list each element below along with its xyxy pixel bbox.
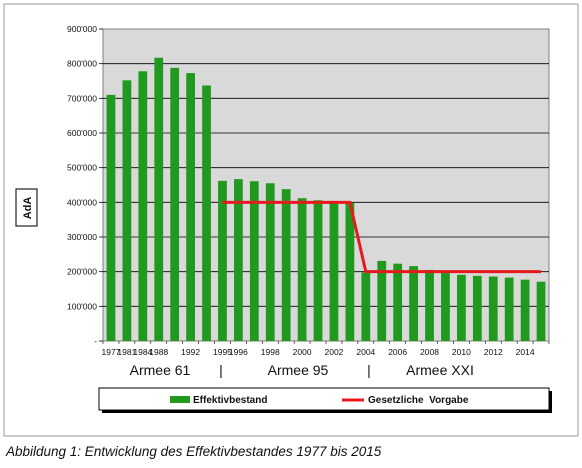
bar xyxy=(265,183,275,341)
x-tick-label: 1977 xyxy=(102,347,121,357)
legend-label-vorgabe: Gesetzliche Vorgabe xyxy=(368,395,469,406)
x-tick-label: 2008 xyxy=(420,347,439,357)
x-tick-label: 1998 xyxy=(261,347,280,357)
bar xyxy=(520,279,530,341)
bar xyxy=(249,181,259,341)
y-tick-label: 400'000 xyxy=(67,197,97,207)
period-labels: Armee 61 | Armee 95 | Armee XXI xyxy=(130,362,474,378)
y-tick-label: - xyxy=(94,336,97,346)
bar xyxy=(106,94,116,341)
bar xyxy=(409,266,418,341)
plot-area xyxy=(102,28,550,342)
period-separator: | xyxy=(367,362,371,378)
bar xyxy=(393,263,403,341)
period-label-armee-61: Armee 61 xyxy=(130,362,191,378)
figure-caption: Abbildung 1: Entwicklung des Effektivbes… xyxy=(6,444,382,459)
bar xyxy=(218,180,227,341)
bar xyxy=(472,275,482,341)
x-tick-label: 2006 xyxy=(388,347,407,357)
bar xyxy=(504,277,514,341)
bar xyxy=(138,71,148,341)
bar xyxy=(154,57,164,341)
y-axis-title: AdA xyxy=(15,188,38,227)
bar xyxy=(345,203,355,341)
x-tick-label: 1992 xyxy=(181,347,200,357)
y-axis-ticks: - 100'000 200'000 300'000 400'000 500'000 600'… xyxy=(67,24,103,346)
y-tick-label: 500'000 xyxy=(67,163,97,173)
bar-series xyxy=(106,57,546,342)
legend: Effektivbestand Gesetzliche Vorgabe xyxy=(98,387,552,413)
bar xyxy=(297,198,307,341)
x-tick-label: 1981 xyxy=(117,347,136,357)
y-tick-label: 800'000 xyxy=(67,59,97,69)
y-tick-label: 100'000 xyxy=(67,301,97,311)
bar xyxy=(425,269,434,341)
period-separator: | xyxy=(219,362,223,378)
bar xyxy=(202,85,211,341)
y-axis-label: AdA xyxy=(22,197,34,220)
bar xyxy=(441,273,450,341)
x-tick-label: 1995 xyxy=(213,347,232,357)
x-tick-label: 2010 xyxy=(452,347,471,357)
bar xyxy=(186,73,195,341)
bar xyxy=(329,201,339,341)
x-tick-label: 2004 xyxy=(356,347,375,357)
legend-label-effektivbestand: Effektivbestand xyxy=(193,395,267,406)
chart-figure: - 100'000 200'000 300'000 400'000 500'000 600'… xyxy=(3,3,579,437)
legal-target-line xyxy=(222,200,542,274)
bar xyxy=(488,276,498,341)
bar xyxy=(122,80,132,341)
bar xyxy=(234,179,243,341)
period-label-armee-xxi: Armee XXI xyxy=(406,362,474,378)
x-tick-label: 2000 xyxy=(293,347,312,357)
y-tick-label: 300'000 xyxy=(67,232,97,242)
period-label-armee-95: Armee 95 xyxy=(268,362,329,378)
bar xyxy=(313,200,323,341)
y-tick-label: 200'000 xyxy=(67,267,97,277)
x-tick-label: 1988 xyxy=(149,347,168,357)
x-tick-label: 2014 xyxy=(516,347,535,357)
y-tick-label: 700'000 xyxy=(67,93,97,103)
x-tick-label: 1984 xyxy=(133,347,152,357)
x-tick-label: 2002 xyxy=(325,347,344,357)
bar xyxy=(281,189,291,341)
x-tick-label: 2012 xyxy=(484,347,503,357)
bar xyxy=(536,281,546,341)
bar xyxy=(361,272,371,341)
bar xyxy=(377,260,387,341)
x-tick-label: 1996 xyxy=(229,347,248,357)
y-tick-label: 900'000 xyxy=(67,24,97,34)
y-tick-label: 600'000 xyxy=(67,128,97,138)
bar xyxy=(170,67,180,342)
bar xyxy=(457,274,466,341)
legend-swatch-effektivbestand xyxy=(170,396,190,403)
